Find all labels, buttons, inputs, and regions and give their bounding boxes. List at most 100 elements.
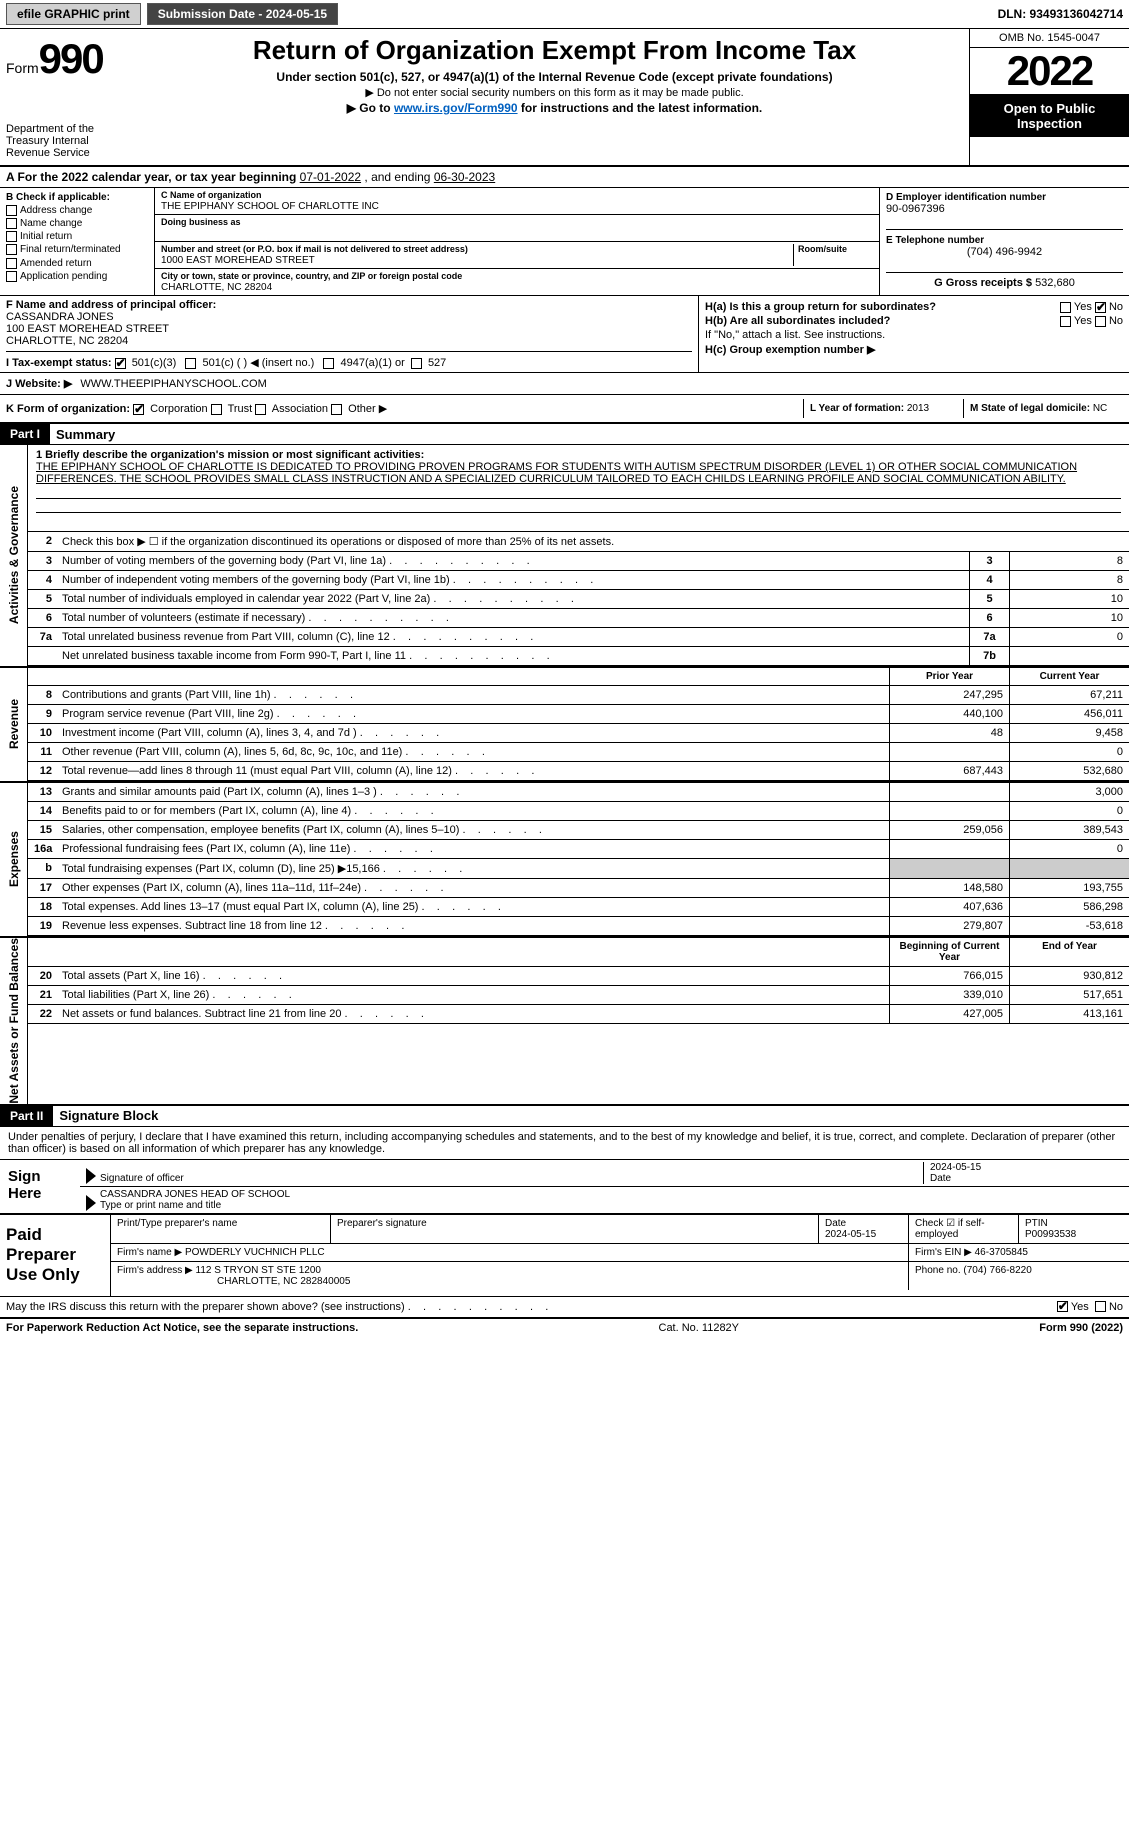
hb-yes-chk[interactable]: [1060, 316, 1071, 327]
chk-527[interactable]: [411, 358, 422, 369]
chk-app-pending[interactable]: Application pending: [6, 271, 148, 282]
sec-j-website: J Website: ▶ WWW.THEEPIPHANYSCHOOL.COM: [0, 373, 1129, 395]
discuss-no-chk[interactable]: [1095, 1301, 1106, 1312]
prior-year-val: 148,580: [889, 879, 1009, 897]
row-num: 21: [28, 986, 58, 1004]
row-box: 6: [969, 609, 1009, 627]
sec-c-name-addr: C Name of organization THE EPIPHANY SCHO…: [155, 188, 879, 295]
current-year-val: 0: [1009, 840, 1129, 858]
firm-phone: (704) 766-8220: [963, 1265, 1031, 1276]
room-label: Room/suite: [798, 244, 847, 254]
ptin-value: P00993538: [1025, 1229, 1076, 1240]
prior-year-val: 766,015: [889, 967, 1009, 985]
row-desc: Contributions and grants (Part VIII, lin…: [58, 686, 889, 704]
chk-4947[interactable]: [323, 358, 334, 369]
chk-name-change[interactable]: Name change: [6, 218, 148, 229]
current-year-val: 532,680: [1009, 762, 1129, 780]
discuss-question: May the IRS discuss this return with the…: [6, 1301, 548, 1313]
row-desc: Total revenue—add lines 8 through 11 (mu…: [58, 762, 889, 780]
row-desc: Number of independent voting members of …: [58, 571, 969, 589]
line-2: 2 Check this box ▶ ☐ if the organization…: [28, 532, 1129, 552]
data-row: 22Net assets or fund balances. Subtract …: [28, 1005, 1129, 1024]
ty-begin: 07-01-2022: [300, 170, 361, 184]
ha-no-chk[interactable]: [1095, 302, 1106, 313]
row-box: 4: [969, 571, 1009, 589]
row-num: 8: [28, 686, 58, 704]
hb-no-chk[interactable]: [1095, 316, 1106, 327]
row-num: 9: [28, 705, 58, 723]
row-num: 13: [28, 783, 58, 801]
website-label: J Website: ▶: [6, 377, 72, 390]
sig-arrow-icon: [86, 1168, 96, 1184]
row-desc: Total fundraising expenses (Part IX, col…: [58, 859, 889, 878]
row-num: 7a: [28, 628, 58, 646]
row-desc: Benefits paid to or for members (Part IX…: [58, 802, 889, 820]
chk-501c3[interactable]: [115, 358, 126, 369]
irs-link[interactable]: www.irs.gov/Form990: [394, 101, 518, 115]
instructions-note: ▶ Go to www.irs.gov/Form990 for instruct…: [146, 101, 963, 115]
data-row: 8Contributions and grants (Part VIII, li…: [28, 686, 1129, 705]
netassets-section: Net Assets or Fund Balances Beginning of…: [0, 936, 1129, 1106]
phone-value: (704) 496-9942: [886, 246, 1123, 258]
sig-date-label: Date: [930, 1173, 951, 1184]
firm-ein-label: Firm's EIN ▶: [915, 1247, 972, 1258]
current-year-val: 517,651: [1009, 986, 1129, 1004]
gov-row: 5Total number of individuals employed in…: [28, 590, 1129, 609]
chk-corp[interactable]: [133, 404, 144, 415]
ptin-label: PTIN: [1025, 1218, 1048, 1229]
row-desc: Salaries, other compensation, employee b…: [58, 821, 889, 839]
row-desc: Number of voting members of the governin…: [58, 552, 969, 570]
hc-label: H(c) Group exemption number ▶: [705, 344, 875, 356]
data-row: 15Salaries, other compensation, employee…: [28, 821, 1129, 840]
row-num: 17: [28, 879, 58, 897]
chk-amended[interactable]: Amended return: [6, 258, 148, 269]
ein-label: D Employer identification number: [886, 192, 1046, 203]
form-title: Return of Organization Exempt From Incom…: [146, 35, 963, 66]
sign-here-label: Sign Here: [0, 1160, 80, 1213]
row-desc: Total assets (Part X, line 16): [58, 967, 889, 985]
current-year-val: 413,161: [1009, 1005, 1129, 1023]
prior-year-val: 279,807: [889, 917, 1009, 935]
tax-status-label: I Tax-exempt status:: [6, 357, 112, 369]
form-header: Form990 Department of the Treasury Inter…: [0, 29, 1129, 167]
discuss-yes-chk[interactable]: [1057, 1301, 1068, 1312]
prior-year-val: 247,295: [889, 686, 1009, 704]
current-year-val: 0: [1009, 802, 1129, 820]
self-employed-chk[interactable]: Check ☑ if self-employed: [915, 1218, 985, 1240]
chk-501c[interactable]: [185, 358, 196, 369]
ein-value: 90-0967396: [886, 203, 945, 215]
addr-label: Number and street (or P.O. box if mail i…: [161, 244, 468, 254]
city-state-zip: CHARLOTTE, NC 28204: [161, 282, 272, 293]
chk-assoc[interactable]: [255, 404, 266, 415]
row-num: 16a: [28, 840, 58, 858]
row-box: 5: [969, 590, 1009, 608]
ha-yes-chk[interactable]: [1060, 302, 1071, 313]
data-row: 20Total assets (Part X, line 16)766,0159…: [28, 967, 1129, 986]
submission-date-badge: Submission Date - 2024-05-15: [147, 3, 338, 25]
mission-block: 1 Briefly describe the organization's mi…: [28, 445, 1129, 532]
chk-initial-return[interactable]: Initial return: [6, 231, 148, 242]
prior-year-val: [889, 859, 1009, 878]
chk-final-return[interactable]: Final return/terminated: [6, 244, 148, 255]
row-num: 10: [28, 724, 58, 742]
row-desc: Total unrelated business revenue from Pa…: [58, 628, 969, 646]
boy-hdr: Beginning of Current Year: [889, 938, 1009, 966]
row-num: 5: [28, 590, 58, 608]
row-box: 7b: [969, 647, 1009, 665]
current-year-val: 9,458: [1009, 724, 1129, 742]
row-val: 0: [1009, 628, 1129, 646]
chk-other[interactable]: [331, 404, 342, 415]
data-row: 9Program service revenue (Part VIII, lin…: [28, 705, 1129, 724]
data-row: 10Investment income (Part VIII, column (…: [28, 724, 1129, 743]
part2-title: Signature Block: [59, 1108, 158, 1123]
chk-address-change[interactable]: Address change: [6, 205, 148, 216]
row-desc: Program service revenue (Part VIII, line…: [58, 705, 889, 723]
row-num: 19: [28, 917, 58, 935]
efile-badge: efile GRAPHIC print: [6, 3, 141, 25]
part2-header: Part II Signature Block: [0, 1106, 1129, 1127]
sec-m-state: M State of legal domicile: NC: [964, 399, 1123, 418]
chk-trust[interactable]: [211, 404, 222, 415]
cat-no: Cat. No. 11282Y: [358, 1322, 1039, 1334]
mission-label: 1 Briefly describe the organization's mi…: [36, 449, 424, 461]
vtab-governance: Activities & Governance: [7, 486, 21, 624]
